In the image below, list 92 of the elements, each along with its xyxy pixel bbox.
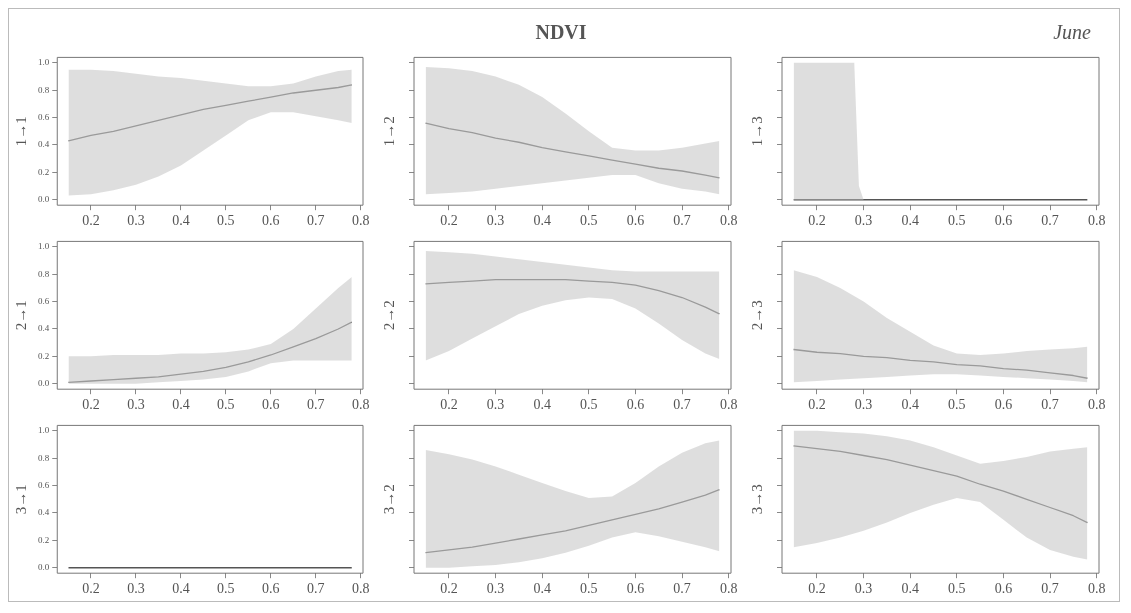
y-axis-title: 3→2: [380, 484, 397, 515]
x-tick-label: 0.7: [307, 213, 325, 229]
x-tick-label: 0.6: [626, 581, 645, 597]
x-tick-label: 0.5: [948, 581, 966, 597]
x-tick-label: 0.2: [440, 397, 458, 413]
x-tick-label: 0.7: [673, 213, 691, 229]
y-axis-title: 2→2: [380, 300, 397, 331]
x-tick-label: 0.5: [948, 213, 966, 229]
x-tick-label: 0.5: [580, 581, 598, 597]
y-tick-label: 0.6: [38, 295, 50, 306]
x-tick-label: 0.6: [262, 213, 280, 229]
y-tick-label: 0.2: [38, 166, 50, 177]
x-tick-label: 0.8: [1087, 581, 1106, 597]
x-tick-label: 0.5: [948, 397, 966, 413]
y-axis-title: 1→3: [748, 116, 765, 147]
x-tick-label: 0.6: [262, 397, 280, 413]
y-tick-label: 0.0: [38, 378, 50, 389]
x-tick-label: 0.4: [172, 397, 190, 413]
x-tick-label: 0.4: [901, 581, 919, 597]
x-tick-label: 0.2: [82, 213, 100, 229]
x-tick-label: 0.7: [307, 581, 325, 597]
y-tick-label: 0.8: [38, 84, 50, 95]
x-tick-label: 0.8: [352, 581, 370, 597]
y-axis-title: 2→3: [748, 300, 765, 331]
x-tick-label: 0.3: [854, 213, 873, 229]
x-tick-label: 0.3: [127, 213, 145, 229]
x-tick-label: 0.6: [994, 397, 1013, 413]
x-tick-label: 0.7: [1041, 397, 1059, 413]
x-tick-label: 0.2: [808, 397, 826, 413]
x-tick-label: 0.8: [1087, 213, 1106, 229]
x-tick-label: 0.6: [626, 213, 645, 229]
y-tick-label: 0.6: [38, 479, 50, 490]
x-tick-label: 0.8: [1087, 397, 1106, 413]
x-tick-label: 0.5: [217, 213, 235, 229]
x-tick-label: 0.8: [719, 397, 738, 413]
x-tick-label: 0.4: [533, 581, 551, 597]
y-tick-label: 1.0: [38, 57, 50, 68]
y-tick-label: 0.4: [38, 507, 50, 518]
y-tick-label: 1.0: [38, 425, 50, 436]
x-tick-label: 0.3: [486, 397, 505, 413]
x-tick-label: 0.5: [580, 213, 598, 229]
x-tick-label: 0.7: [1041, 213, 1059, 229]
x-tick-label: 0.2: [808, 581, 826, 597]
x-tick-label: 0.4: [533, 213, 551, 229]
x-tick-label: 0.4: [172, 213, 190, 229]
chart-title: NDVI: [534, 21, 588, 44]
x-tick-label: 0.5: [217, 581, 235, 597]
x-tick-label: 0.8: [352, 397, 370, 413]
x-tick-label: 0.2: [82, 397, 100, 413]
x-tick-label: 0.4: [172, 581, 190, 597]
x-tick-label: 0.3: [486, 213, 505, 229]
y-tick-label: 0.0: [38, 562, 50, 573]
y-tick-label: 0.0: [38, 194, 50, 205]
x-tick-label: 0.4: [533, 397, 551, 413]
y-tick-label: 0.2: [38, 350, 50, 361]
x-tick-label: 0.3: [854, 397, 873, 413]
y-tick-label: 0.8: [38, 268, 50, 279]
y-axis-title: 1→1: [12, 116, 29, 147]
x-tick-label: 0.6: [626, 397, 645, 413]
x-tick-label: 0.3: [486, 581, 505, 597]
x-tick-label: 0.8: [719, 581, 738, 597]
y-tick-label: 0.8: [38, 452, 50, 463]
x-tick-label: 0.6: [994, 213, 1013, 229]
x-tick-label: 0.2: [440, 213, 458, 229]
x-tick-label: 0.7: [307, 397, 325, 413]
y-tick-label: 0.2: [38, 534, 50, 545]
x-tick-label: 0.8: [352, 213, 370, 229]
x-tick-label: 0.4: [901, 397, 919, 413]
x-tick-label: 0.4: [901, 213, 919, 229]
text: June: [1053, 21, 1091, 44]
x-tick-label: 0.6: [994, 581, 1013, 597]
x-tick-label: 0.6: [262, 581, 280, 597]
x-tick-label: 0.3: [127, 397, 145, 413]
y-tick-label: 0.4: [38, 139, 50, 150]
x-tick-label: 0.3: [854, 581, 873, 597]
y-axis-title: 2→1: [12, 300, 29, 331]
y-tick-label: 0.6: [38, 111, 50, 122]
x-tick-label: 0.5: [217, 397, 235, 413]
x-tick-label: 0.7: [1041, 581, 1059, 597]
y-axis-title: 3→3: [748, 484, 765, 515]
x-tick-label: 0.7: [673, 581, 691, 597]
x-tick-label: 0.2: [82, 581, 100, 597]
x-tick-label: 0.3: [127, 581, 145, 597]
x-tick-label: 0.7: [673, 397, 691, 413]
y-tick-label: 1.0: [38, 241, 50, 252]
x-tick-label: 0.8: [719, 213, 738, 229]
y-axis-title: 1→2: [380, 116, 397, 147]
y-tick-label: 0.4: [38, 323, 50, 334]
x-tick-label: 0.2: [440, 581, 458, 597]
x-tick-label: 0.2: [808, 213, 826, 229]
y-axis-title: 3→1: [12, 484, 29, 515]
x-tick-label: 0.5: [580, 397, 598, 413]
